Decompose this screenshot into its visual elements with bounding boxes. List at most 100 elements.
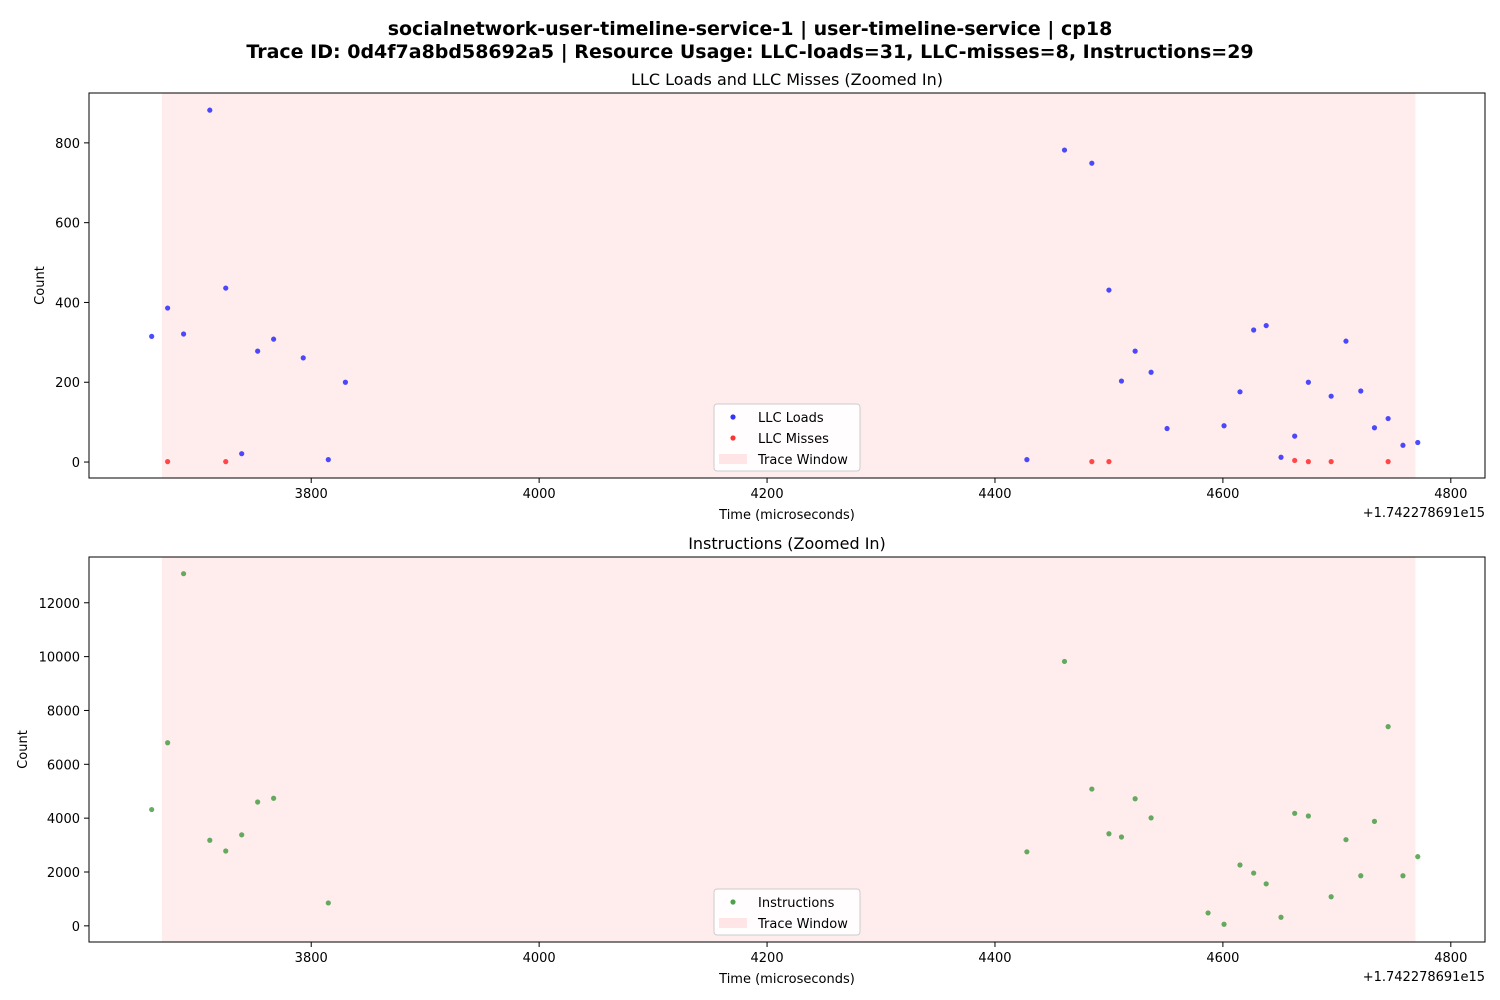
x-tick-label: 4200 [751,487,784,502]
figure-title-line2: Trace ID: 0d4f7a8bd58692a5 | Resource Us… [246,41,1254,63]
data-point-llc-loads [207,107,213,113]
legend-label: Trace Window [757,917,848,932]
data-point-instructions [1221,921,1227,927]
data-point-instructions [1292,810,1298,816]
y-tick-label: 12000 [39,597,80,612]
y-tick-label: 4000 [47,812,80,827]
axes-frame [88,92,1486,479]
data-point-llc-loads [1343,338,1349,344]
y-tick-label: 0 [72,920,80,935]
data-point-llc-loads [1263,322,1269,329]
data-point-instructions [1400,873,1406,879]
x-tick-label: 4600 [1206,487,1239,502]
data-point-llc-loads [1371,425,1378,431]
y-tick-label: 800 [55,137,80,152]
data-point-llc-misses [1089,459,1095,465]
legend-box [713,403,861,472]
y-axis-label: Count [16,730,31,769]
data-point-instructions [271,795,277,801]
data-point-llc-misses [1385,459,1391,465]
y-tick-label: 400 [55,296,80,311]
data-point-llc-loads [1106,287,1112,293]
data-point-llc-loads [1305,379,1311,385]
y-tick-label: 2000 [47,866,80,881]
data-point-instructions [1415,854,1421,860]
data-point-instructions [1061,658,1068,665]
data-point-llc-misses [1106,459,1112,465]
y-tick-label: 0 [72,456,80,471]
trace-window-band [161,557,1416,942]
data-point-instructions [1106,831,1112,837]
data-point-llc-loads [255,348,261,354]
y-tick-label: 6000 [47,758,80,773]
data-point-instructions [207,837,213,843]
data-point-llc-loads [1024,457,1030,463]
data-point-llc-loads [1251,327,1257,333]
legend-label: Instructions [758,896,835,911]
data-point-llc-loads [1278,454,1284,460]
data-point-llc-loads [1132,348,1138,354]
data-point-llc-loads [180,331,187,337]
data-point-instructions [1132,796,1138,802]
x-tick-label: 4000 [523,951,556,966]
data-point-llc-loads [1328,393,1334,399]
data-point-instructions [1251,870,1257,876]
data-point-instructions [1358,873,1364,879]
data-point-llc-loads [1400,442,1406,448]
data-point-llc-loads [1358,388,1364,394]
data-point-instructions [1205,910,1211,916]
data-point-instructions [325,900,331,906]
data-point-instructions [180,571,187,577]
legend-swatch-trace-window [719,454,747,464]
data-point-llc-loads [1164,425,1170,432]
data-point-llc-loads [239,451,245,457]
x-tick-label: 4400 [978,487,1011,502]
data-point-llc-misses [1292,457,1298,464]
axes-title: LLC Loads and LLC Misses (Zoomed In) [631,70,943,89]
data-point-instructions [1305,813,1311,819]
data-point-llc-misses [1328,459,1334,465]
data-point-llc-misses [1305,459,1311,465]
x-axis-label: Time (microseconds) [718,972,855,987]
axes-title: Instructions (Zoomed In) [688,534,886,553]
data-point-instructions [255,799,261,805]
data-point-llc-loads [149,333,155,339]
data-point-llc-loads [223,285,229,291]
data-point-instructions [149,806,155,813]
data-point-instructions [1263,881,1269,887]
y-tick-label: 200 [55,376,80,391]
data-point-llc-loads [271,336,277,342]
data-point-llc-loads [1061,147,1068,153]
data-point-instructions [1118,834,1125,840]
x-tick-label: 3800 [295,487,328,502]
data-point-llc-loads [325,457,331,463]
x-tick-label: 4400 [978,951,1011,966]
y-tick-label: 600 [55,217,80,232]
data-point-llc-loads [1089,160,1095,166]
legend-marker-instructions [730,899,736,905]
data-point-instructions [1371,818,1378,824]
legend-label: Trace Window [757,453,848,468]
data-point-instructions [223,848,229,854]
data-point-llc-loads [1415,439,1421,446]
data-point-instructions [1148,815,1154,821]
legend-marker-llc-loads [730,414,736,420]
data-point-instructions [1278,914,1284,920]
data-point-instructions [1328,894,1334,900]
data-point-llc-misses [223,459,229,465]
x-tick-label: 4600 [1206,951,1239,966]
data-point-instructions [1089,786,1095,792]
data-point-llc-loads [342,379,349,385]
axes-frame [88,556,1486,943]
y-tick-label: 10000 [39,651,80,666]
x-tick-label: 4800 [1434,487,1467,502]
y-tick-label: 8000 [47,704,80,719]
data-point-llc-loads [1118,378,1125,384]
legend-label: LLC Loads [758,411,824,426]
x-tick-label: 3800 [295,951,328,966]
legend-box [713,888,861,936]
data-point-llc-loads [1221,423,1227,429]
x-offset-label: +1.742278691e15 [1363,506,1485,521]
data-point-instructions [165,740,171,746]
